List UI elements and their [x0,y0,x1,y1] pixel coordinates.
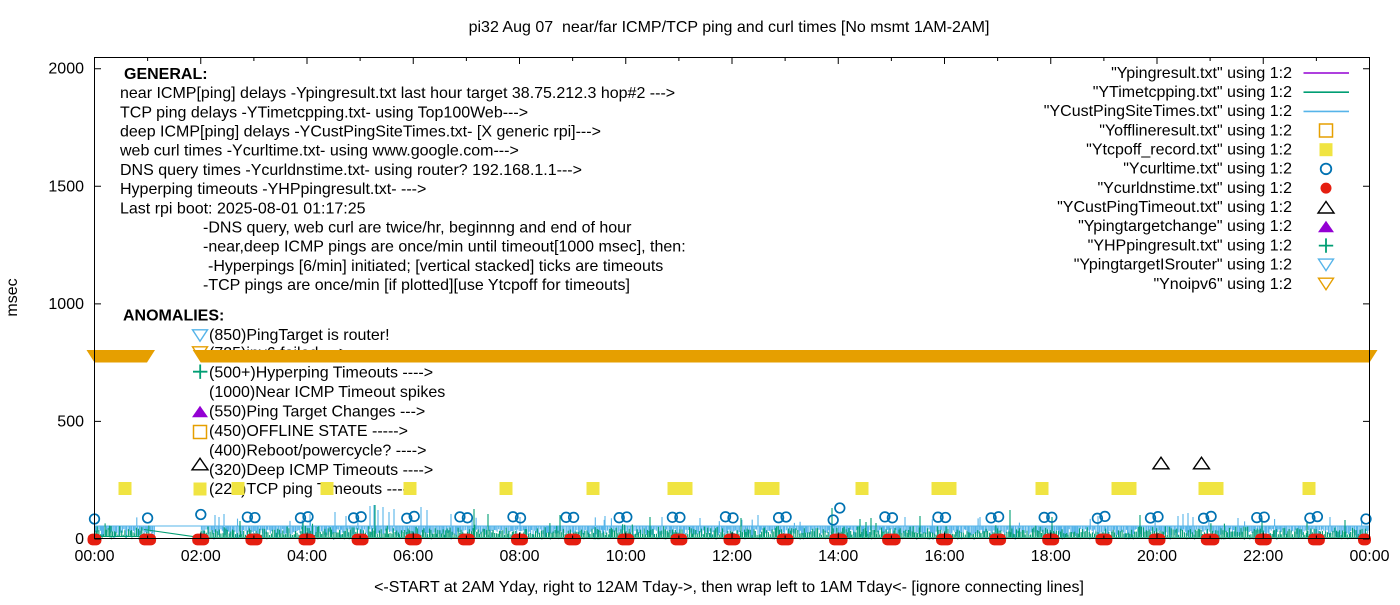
svg-text:deep ICMP[ping] delays -YCustP: deep ICMP[ping] delays -YCustPingSiteTim… [120,124,601,141]
svg-text:00:00: 00:00 [1349,548,1389,565]
svg-text:16:00: 16:00 [924,548,964,565]
svg-text:"YCustPingSiteTimes.txt" using: "YCustPingSiteTimes.txt" using 1:2 [1044,103,1292,120]
svg-text:-Hyperpings [6/min] initiated;: -Hyperpings [6/min] initiated; [vertical… [208,258,663,275]
svg-text:"YTimetcpping.txt" using 1:2: "YTimetcpping.txt" using 1:2 [1093,84,1292,101]
svg-text:near ICMP[ping] delays -Ypingr: near ICMP[ping] delays -Ypingresult.txt … [120,85,675,102]
svg-text:500: 500 [57,413,84,430]
svg-text:GENERAL:: GENERAL: [124,66,208,83]
svg-text:-TCP pings are once/min [if pl: -TCP pings are once/min [if plotted][use… [203,277,630,294]
svg-text:"Ycurldnstime.txt" using 1:2: "Ycurldnstime.txt" using 1:2 [1097,180,1292,197]
svg-text:(500+)Hyperping Timeouts ---->: (500+)Hyperping Timeouts ----> [209,365,433,382]
svg-text:msec: msec [4,278,21,316]
svg-text:web curl times -Ycurltime.txt-: web curl times -Ycurltime.txt- using www… [119,143,519,160]
svg-text:(450)OFFLINE STATE ----->: (450)OFFLINE STATE -----> [209,423,408,440]
svg-text:(550)Ping Target Changes --->: (550)Ping Target Changes ---> [209,404,425,421]
svg-text:20:00: 20:00 [1137,548,1177,565]
svg-text:2000: 2000 [48,61,84,78]
svg-text:Hyperping timeouts -YHPpingres: Hyperping timeouts -YHPpingresult.txt- -… [120,181,426,198]
svg-text:-DNS query, web curl are twice: -DNS query, web curl are twice/hr, begin… [203,220,632,237]
svg-text:TCP ping delays -YTimetcpping.: TCP ping delays -YTimetcpping.txt- using… [120,104,528,121]
svg-text:02:00: 02:00 [181,548,221,565]
svg-text:-near,deep ICMP pings are once: -near,deep ICMP pings are once/min until… [203,239,686,256]
svg-text:08:00: 08:00 [499,548,539,565]
svg-text:"Ycurltime.txt" using 1:2: "Ycurltime.txt" using 1:2 [1123,161,1292,178]
svg-text:"Ynoipv6" using 1:2: "Ynoipv6" using 1:2 [1153,276,1292,293]
svg-text:"YHPpingresult.txt" using 1:2: "YHPpingresult.txt" using 1:2 [1088,237,1292,254]
svg-text:(220)TCP ping Timeouts ---->: (220)TCP ping Timeouts ----> [209,481,417,498]
svg-text:pi32 Aug 07 near/far ICMP/TCP: pi32 Aug 07 near/far ICMP/TCP ping and c… [469,19,990,36]
svg-text:(400)Reboot/powercycle? ---->: (400)Reboot/powercycle? ----> [209,443,426,460]
svg-text:06:00: 06:00 [393,548,433,565]
svg-text:12:00: 12:00 [712,548,752,565]
svg-text:(850)PingTarget is router!: (850)PingTarget is router! [209,327,390,344]
svg-text:04:00: 04:00 [287,548,327,565]
svg-text:10:00: 10:00 [606,548,646,565]
svg-text:(1000)Near ICMP Timeout spikes: (1000)Near ICMP Timeout spikes [209,384,445,401]
svg-text:00:00: 00:00 [74,548,114,565]
svg-text:"Yofflineresult.txt" using 1:2: "Yofflineresult.txt" using 1:2 [1099,122,1292,139]
svg-text:"Ypingresult.txt" using 1:2: "Ypingresult.txt" using 1:2 [1111,65,1292,82]
svg-text:"Ytcpoff_record.txt" using 1:2: "Ytcpoff_record.txt" using 1:2 [1086,142,1292,159]
svg-text:14:00: 14:00 [818,548,858,565]
svg-text:0: 0 [75,531,84,548]
svg-text:"YCustPingTimeout.txt" using 1: "YCustPingTimeout.txt" using 1:2 [1057,199,1292,216]
svg-text:<-START at 2AM Yday, right to: <-START at 2AM Yday, right to 12AM Tday-… [374,579,1084,596]
svg-text:Last rpi boot: 2025-08-01 01:1: Last rpi boot: 2025-08-01 01:17:25 [120,200,366,217]
svg-text:"YpingtargetISrouter" using 1:: "YpingtargetISrouter" using 1:2 [1074,257,1292,274]
svg-text:"Ypingtargetchange" using 1:2: "Ypingtargetchange" using 1:2 [1078,218,1292,235]
svg-text:1500: 1500 [48,178,84,195]
svg-text:ANOMALIES:: ANOMALIES: [123,308,224,325]
svg-text:1000: 1000 [48,296,84,313]
svg-text:18:00: 18:00 [1031,548,1071,565]
svg-text:(320)Deep ICMP Timeouts ---->: (320)Deep ICMP Timeouts ----> [209,462,433,479]
svg-text:DNS query times -Ycurldnstime.: DNS query times -Ycurldnstime.txt- using… [120,162,582,179]
svg-text:22:00: 22:00 [1243,548,1283,565]
